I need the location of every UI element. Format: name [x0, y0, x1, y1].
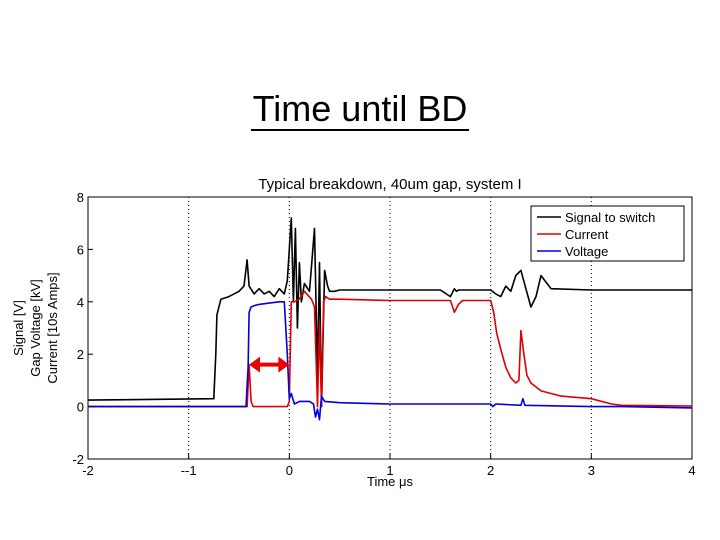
y-tick-label: 8: [77, 190, 84, 205]
legend-label: Signal to switch: [565, 210, 655, 225]
series-line: [88, 290, 692, 408]
y-axis-label: Signal [V]: [11, 300, 26, 356]
annotation-arrowhead: [278, 356, 290, 373]
series-line: [88, 300, 692, 421]
slide-title: Time until BD: [0, 88, 720, 131]
y-tick-label: 0: [77, 400, 84, 415]
legend-label: Voltage: [565, 244, 608, 259]
y-axis-label: Current [10s Amps]: [45, 272, 60, 383]
y-tick-label: -2: [72, 452, 84, 467]
y-tick-label: 4: [77, 295, 84, 310]
annotation-arrowhead: [249, 356, 261, 373]
chart-title: Typical breakdown, 40um gap, system I: [258, 176, 521, 193]
slide-title-text: Time until BD: [250, 88, 470, 131]
legend: Signal to switch Current Voltage: [530, 205, 685, 262]
y-tick-label: 2: [77, 347, 84, 362]
x-tick-label: -2: [82, 463, 94, 478]
x-tick-label: 1: [386, 463, 393, 478]
legend-label: Current: [565, 227, 609, 242]
y-tick-label: 6: [77, 242, 84, 257]
y-axis-label: Gap Voltage [kV]: [28, 279, 43, 377]
x-tick-label: --1: [181, 463, 197, 478]
x-tick-label: 2: [487, 463, 494, 478]
x-axis-label: Time μs: [367, 474, 414, 489]
series-line: [88, 217, 692, 408]
x-tick-label: 0: [286, 463, 293, 478]
x-tick-label: 4: [688, 463, 695, 478]
x-tick-label: 3: [588, 463, 595, 478]
